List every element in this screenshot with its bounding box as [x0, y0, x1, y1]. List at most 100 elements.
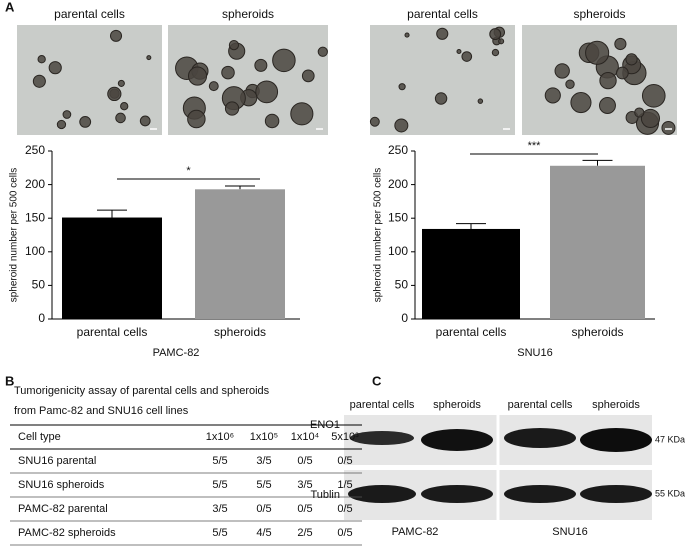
- spheroid: [187, 66, 208, 86]
- band: [580, 485, 652, 503]
- spheroid: [120, 102, 129, 111]
- spheroid: [37, 55, 46, 64]
- y-axis-label: spheroid number per 500 cells: [9, 168, 20, 303]
- spheroid: [625, 53, 638, 66]
- table-title: from Pamc-82 and SNU16 cell lines: [14, 405, 189, 417]
- spheroid: [434, 92, 448, 105]
- protein-label: ENO1: [310, 419, 340, 431]
- spheroid: [109, 29, 123, 42]
- micrograph-label: parental cells: [54, 7, 125, 21]
- spheroid: [404, 32, 410, 38]
- spheroid: [290, 102, 314, 126]
- table-cell: 3/5: [212, 503, 227, 515]
- y-tick-label: 150: [388, 210, 408, 224]
- band: [421, 485, 493, 503]
- spheroid: [554, 63, 570, 79]
- spheroid: [32, 74, 46, 88]
- spheroid: [544, 87, 561, 104]
- table-cell: SNU16 spheroids: [18, 479, 105, 491]
- band: [504, 428, 576, 448]
- spheroid: [255, 80, 279, 104]
- spheroid: [634, 107, 645, 118]
- spheroid: [398, 83, 406, 91]
- panel-label: B: [5, 373, 14, 388]
- panel-label: A: [5, 0, 15, 14]
- table-cell: 5/5: [256, 479, 271, 491]
- spheroid: [254, 58, 268, 72]
- spheroid: [48, 61, 62, 75]
- y-tick-label: 150: [25, 210, 45, 224]
- spheroid: [221, 65, 235, 80]
- y-tick-label: 250: [388, 143, 408, 157]
- lane-label: parental cells: [508, 399, 573, 411]
- spheroid: [139, 115, 151, 127]
- band: [504, 485, 576, 503]
- spheroid: [117, 79, 125, 87]
- band: [348, 485, 416, 503]
- x-tick-label: parental cells: [77, 325, 148, 339]
- spheroid: [436, 27, 449, 40]
- y-tick-label: 200: [388, 177, 408, 191]
- y-tick-label: 100: [25, 244, 45, 258]
- micrograph: [370, 25, 515, 135]
- spheroid: [461, 51, 473, 62]
- table-cell: 3/5: [256, 455, 271, 467]
- table-cell: 2/5: [297, 527, 312, 539]
- spheroid: [491, 48, 500, 57]
- spheroid: [62, 110, 72, 119]
- spheroid: [264, 113, 280, 129]
- significance-label: ***: [528, 140, 542, 152]
- y-tick-label: 50: [395, 278, 409, 292]
- spheroid: [79, 115, 92, 128]
- table-cell: 3/5: [297, 479, 312, 491]
- micrograph-label: spheroids: [573, 7, 625, 21]
- table-header: 5x10³: [331, 431, 359, 443]
- spheroid: [585, 40, 610, 65]
- spheroid: [56, 119, 67, 130]
- spheroid: [272, 48, 296, 73]
- spheroid: [208, 81, 219, 92]
- cell-line-label: PAMC-82: [392, 526, 439, 538]
- x-tick-label: spheroids: [214, 325, 266, 339]
- micrograph-label: parental cells: [407, 7, 478, 21]
- table-cell: 0/5: [297, 503, 312, 515]
- lane-label: spheroids: [592, 399, 640, 411]
- y-tick-label: 0: [38, 311, 45, 325]
- spheroid: [498, 38, 505, 45]
- panel-label: C: [372, 373, 382, 388]
- y-axis-label: spheroid number per 500 cells: [373, 168, 384, 303]
- table-cell: 4/5: [256, 527, 271, 539]
- table-cell: 1/5: [337, 479, 352, 491]
- lane-label: spheroids: [433, 399, 481, 411]
- table-cell: 0/5: [337, 503, 352, 515]
- lane-label: parental cells: [350, 399, 415, 411]
- table-cell: 0/5: [256, 503, 271, 515]
- spheroid: [489, 28, 502, 41]
- spheroid: [614, 37, 627, 51]
- y-tick-label: 0: [401, 311, 408, 325]
- table-cell: 0/5: [337, 527, 352, 539]
- spheroid: [565, 79, 575, 89]
- spheroid: [477, 98, 484, 104]
- spheroid: [187, 109, 206, 129]
- band: [350, 431, 414, 445]
- spheroid: [146, 55, 152, 61]
- bar: [195, 189, 285, 319]
- spheroid: [107, 86, 122, 102]
- bar: [550, 165, 645, 319]
- table-cell: SNU16 parental: [18, 455, 96, 467]
- spheroid: [115, 112, 126, 124]
- spheroid: [369, 116, 380, 127]
- spheroid: [301, 69, 315, 83]
- spheroid: [456, 49, 462, 55]
- table-cell: 0/5: [337, 455, 352, 467]
- y-tick-label: 100: [388, 244, 408, 258]
- spheroid: [661, 120, 676, 135]
- table-header: 1x10⁶: [206, 431, 234, 443]
- cell-line-label: SNU16: [552, 526, 587, 538]
- table-header: Cell type: [18, 431, 61, 443]
- table-cell: 0/5: [297, 455, 312, 467]
- table-title: Tumorigenicity assay of parental cells a…: [14, 385, 270, 397]
- western-blot: [344, 415, 652, 520]
